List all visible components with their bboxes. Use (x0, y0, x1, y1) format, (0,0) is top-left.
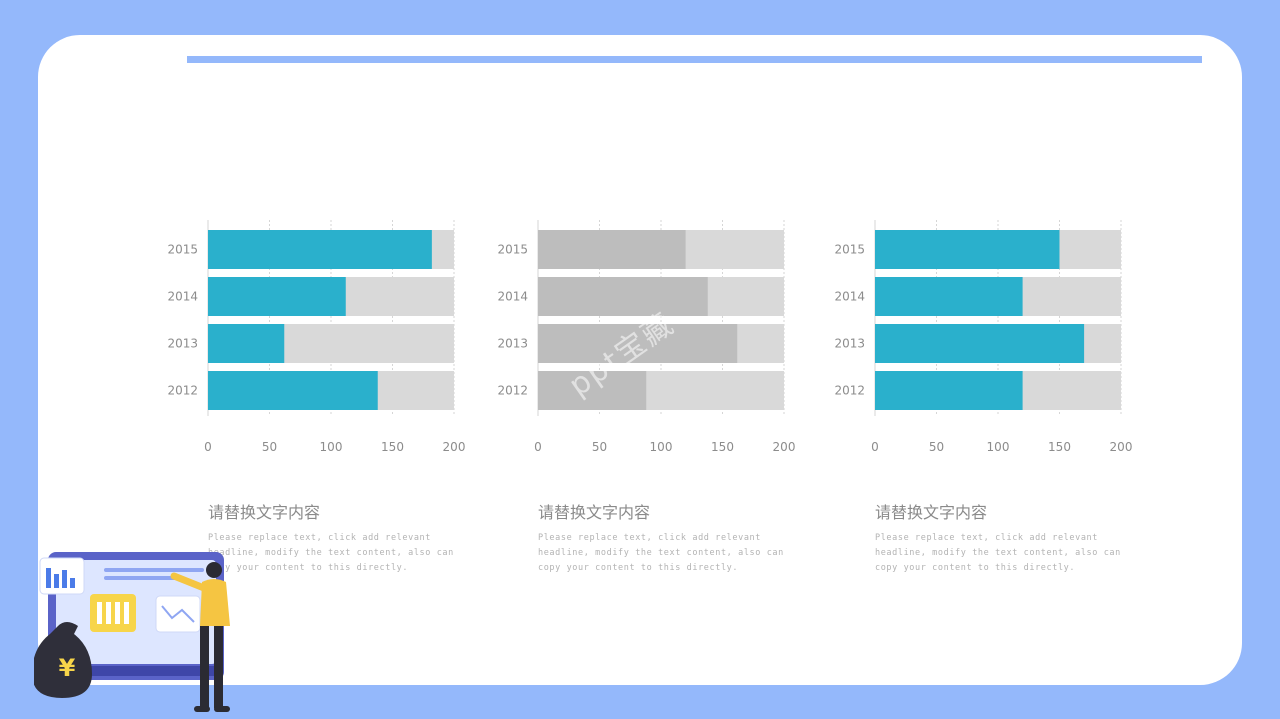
currency-symbol: ¥ (59, 654, 76, 682)
category-label: 2014 (497, 290, 528, 304)
x-tick-label: 0 (534, 440, 542, 454)
bar-2012 (538, 371, 647, 410)
category-label: 2013 (497, 337, 528, 351)
x-tick-label: 100 (987, 440, 1010, 454)
bar-2013 (538, 324, 738, 363)
caption-body: Please replace text, click add relevant … (875, 533, 1121, 573)
category-label: 2013 (167, 337, 198, 351)
x-tick-label: 100 (320, 440, 343, 454)
category-label: 2013 (834, 337, 865, 351)
x-tick-label: 0 (871, 440, 879, 454)
category-label: 2015 (834, 243, 865, 257)
x-tick-label: 200 (1110, 440, 1133, 454)
category-label: 2015 (167, 243, 198, 257)
caption-title: 请替换文字内容 (538, 503, 651, 522)
bar-2015 (208, 230, 432, 269)
category-label: 2012 (167, 384, 198, 398)
presenter-person-icon (170, 562, 230, 712)
x-tick-label: 200 (773, 440, 796, 454)
x-tick-label: 150 (711, 440, 734, 454)
x-tick-label: 100 (650, 440, 673, 454)
bar-2013 (875, 324, 1085, 363)
category-label: 2012 (497, 384, 528, 398)
caption-3: 请替换文字内容 Please replace text, click add r… (875, 503, 1135, 576)
caption-body: Please replace text, click add relevant … (538, 533, 784, 573)
line-chart-icon (155, 595, 201, 633)
bar-2013 (208, 324, 285, 363)
caption-body: Please replace text, click add relevant … (208, 533, 454, 573)
bar-2015 (875, 230, 1060, 269)
category-label: 2015 (497, 243, 528, 257)
bar-chart-icon (39, 557, 85, 595)
money-bag-icon: ¥ (34, 622, 92, 698)
x-tick-label: 150 (381, 440, 404, 454)
x-tick-label: 200 (443, 440, 466, 454)
x-tick-label: 50 (592, 440, 607, 454)
caption-1: 请替换文字内容 Please replace text, click add r… (208, 503, 468, 576)
x-tick-label: 150 (1048, 440, 1071, 454)
x-tick-label: 50 (929, 440, 944, 454)
caption-2: 请替换文字内容 Please replace text, click add r… (538, 503, 798, 576)
category-label: 2014 (167, 290, 198, 304)
bar-2014 (538, 277, 708, 316)
caption-title: 请替换文字内容 (875, 503, 988, 522)
bar-2014 (875, 277, 1023, 316)
stats-card-icon (90, 594, 136, 632)
x-tick-label: 0 (204, 440, 212, 454)
x-tick-label: 50 (262, 440, 277, 454)
category-label: 2014 (834, 290, 865, 304)
business-illustration: ¥ (34, 552, 230, 712)
caption-title: 请替换文字内容 (208, 503, 321, 522)
bar-2012 (208, 371, 378, 410)
category-label: 2012 (834, 384, 865, 398)
bar-2012 (875, 371, 1023, 410)
top-accent-rule (187, 56, 1202, 63)
bar-2015 (538, 230, 686, 269)
bar-2014 (208, 277, 346, 316)
